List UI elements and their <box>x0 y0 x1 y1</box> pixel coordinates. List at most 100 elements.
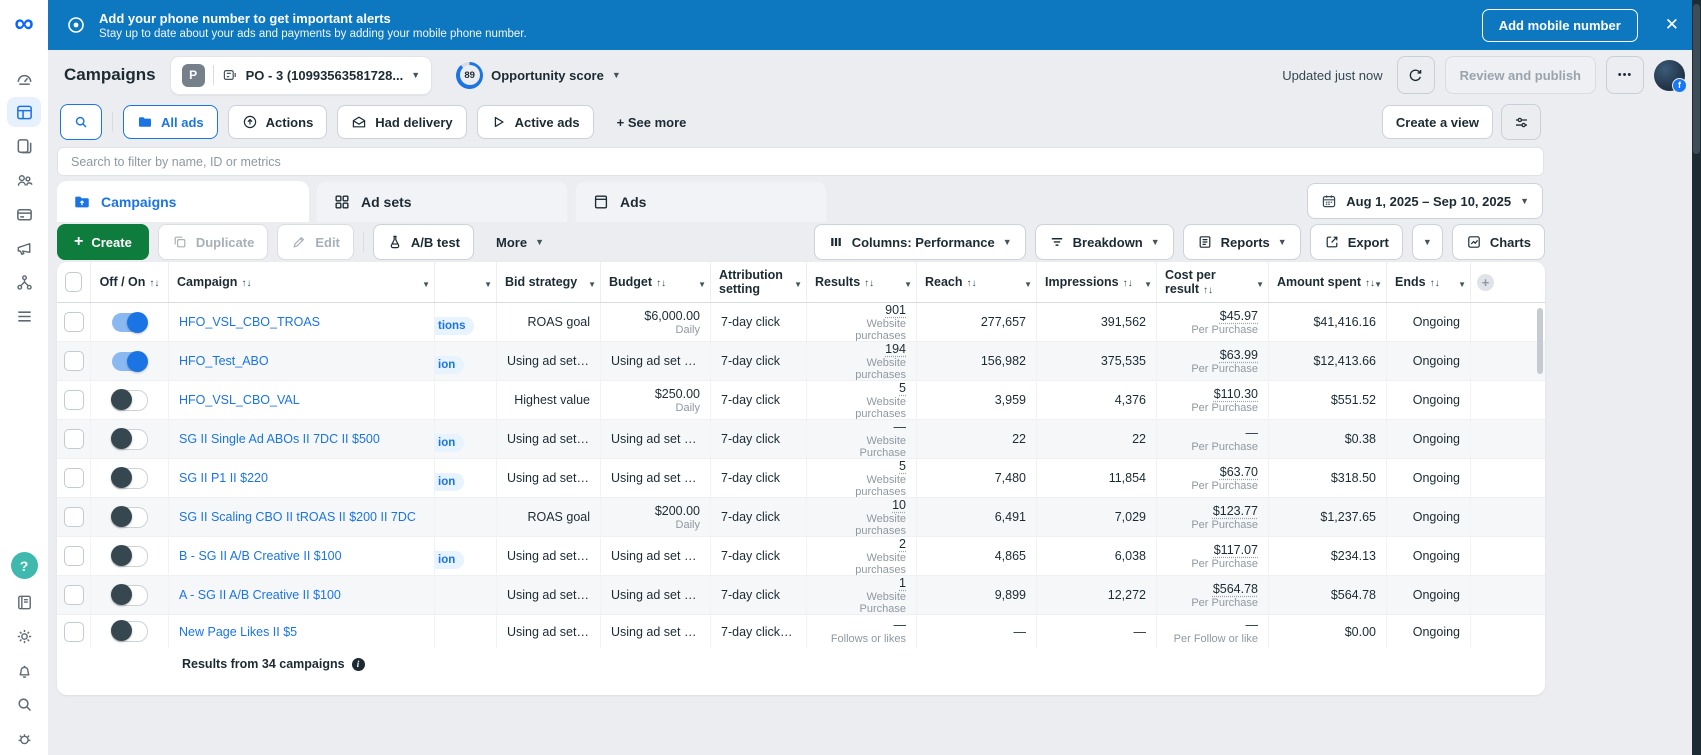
campaign-toggle[interactable] <box>111 390 148 411</box>
ad-account-selector[interactable]: P PO - 3 (10993563581728... ▼ <box>170 56 432 95</box>
column-header-impressions[interactable]: Impressions↑↓▼ <box>1037 262 1157 302</box>
settings-gear-icon[interactable] <box>7 621 41 651</box>
campaign-name-link[interactable]: A - SG II A/B Creative II $100 <box>179 588 341 602</box>
audiences-icon[interactable] <box>7 165 41 195</box>
column-menu-caret-icon[interactable]: ▼ <box>1458 280 1466 289</box>
diagnostics-bug-icon[interactable] <box>7 723 41 753</box>
campaign-toggle[interactable] <box>111 621 148 642</box>
sort-arrows-icon[interactable]: ↑↓ <box>1123 278 1133 289</box>
campaign-name-link[interactable]: SG II P1 II $220 <box>179 471 268 485</box>
campaign-toggle[interactable] <box>112 352 147 371</box>
sort-arrows-icon[interactable]: ↑↓ <box>1203 285 1213 296</box>
column-header-cost-per-result[interactable]: Cost per result↑↓▼ <box>1157 262 1269 302</box>
sort-arrows-icon[interactable]: ↑↓ <box>967 278 977 289</box>
sort-arrows-icon[interactable]: ↑↓ <box>241 278 251 289</box>
select-all-checkbox[interactable] <box>65 272 82 292</box>
row-checkbox[interactable] <box>64 429 84 449</box>
column-header-budget[interactable]: Budget↑↓▼ <box>601 262 711 302</box>
filter-actions[interactable]: Actions <box>228 105 328 139</box>
notifications-bell-icon[interactable] <box>7 655 41 685</box>
help-button[interactable]: ? <box>11 552 38 579</box>
info-icon[interactable]: i <box>352 658 365 671</box>
advertise-megaphone-icon[interactable] <box>7 233 41 263</box>
ab-test-button[interactable]: A/B test <box>373 224 474 260</box>
campaign-name-link[interactable]: HFO_VSL_CBO_VAL <box>179 393 300 407</box>
refresh-button[interactable] <box>1397 56 1435 94</box>
sort-arrows-icon[interactable]: ↑↓ <box>864 278 874 289</box>
export-options-button[interactable]: ▼ <box>1412 224 1443 260</box>
review-and-publish-button[interactable]: Review and publish <box>1445 56 1596 94</box>
workflow-icon[interactable] <box>7 267 41 297</box>
search-nav-icon[interactable] <box>7 689 41 719</box>
row-checkbox[interactable] <box>64 585 84 605</box>
add-column-icon[interactable]: + <box>1477 274 1494 291</box>
opportunity-score[interactable]: 89 Opportunity score ▼ <box>456 62 621 89</box>
recommendation-badge[interactable]: ion <box>435 434 464 452</box>
duplicate-button[interactable]: Duplicate <box>158 224 269 260</box>
sort-arrows-icon[interactable]: ↑↓ <box>149 278 159 289</box>
column-header-hidden[interactable]: ▼ <box>435 262 497 302</box>
recommendation-badge[interactable]: ion <box>435 473 464 491</box>
guide-book-icon[interactable] <box>7 587 41 617</box>
tab-ads[interactable]: Ads <box>575 181 827 222</box>
row-checkbox[interactable] <box>64 622 84 642</box>
more-button[interactable]: More▼ <box>483 224 557 260</box>
campaign-name-link[interactable]: SG II Single Ad ABOs II 7DC II $500 <box>179 432 380 446</box>
column-menu-caret-icon[interactable]: ▼ <box>1024 280 1032 289</box>
profile-avatar[interactable]: f <box>1654 60 1685 91</box>
overview-gauge-icon[interactable] <box>7 63 41 93</box>
reports-button[interactable]: Reports▼ <box>1183 224 1301 260</box>
campaigns-table-icon[interactable] <box>7 97 41 127</box>
campaign-toggle[interactable] <box>111 585 148 606</box>
row-checkbox[interactable] <box>64 351 84 371</box>
date-range-picker[interactable]: Aug 1, 2025 – Sep 10, 2025 ▼ <box>1307 183 1543 219</box>
tab-ad-sets[interactable]: Ad sets <box>316 181 568 222</box>
table-filter-input[interactable]: Search to filter by name, ID or metrics <box>57 147 1544 176</box>
filter-see-more[interactable]: + See more <box>604 105 700 139</box>
edit-button[interactable]: Edit <box>277 224 354 260</box>
column-menu-caret-icon[interactable]: ▼ <box>1256 280 1264 289</box>
charts-button[interactable]: Charts <box>1452 224 1545 260</box>
page-scrollbar-thumb[interactable] <box>1693 4 1700 154</box>
column-menu-caret-icon[interactable]: ▼ <box>904 280 912 289</box>
columns-button[interactable]: Columns: Performance▼ <box>814 224 1026 260</box>
meta-logo[interactable]: ∞ <box>14 10 33 37</box>
column-menu-caret-icon[interactable]: ▼ <box>588 280 596 289</box>
column-header-ends[interactable]: Ends↑↓▼ <box>1387 262 1471 302</box>
filter-active-ads[interactable]: Active ads <box>477 105 594 139</box>
column-menu-caret-icon[interactable]: ▼ <box>1144 280 1152 289</box>
billing-card-icon[interactable] <box>7 199 41 229</box>
column-menu-caret-icon[interactable]: ▼ <box>794 280 802 289</box>
campaign-name-link[interactable]: SG II Scaling CBO II tROAS II $200 II 7D… <box>179 510 416 524</box>
column-header-results[interactable]: Results↑↓▼ <box>807 262 917 302</box>
more-options-button[interactable]: ••• <box>1606 56 1644 94</box>
table-scrollbar-thumb[interactable] <box>1537 308 1543 374</box>
campaign-name-link[interactable]: B - SG II A/B Creative II $100 <box>179 549 342 563</box>
column-header-off-on[interactable]: Off / On↑↓ <box>91 262 169 302</box>
row-checkbox[interactable] <box>64 312 84 332</box>
view-settings-button[interactable] <box>1501 104 1541 140</box>
search-button[interactable] <box>60 104 102 140</box>
column-header-attribution-setting[interactable]: Attribution setting▼ <box>711 262 807 302</box>
row-checkbox[interactable] <box>64 390 84 410</box>
recommendation-badge[interactable]: ion <box>435 356 464 374</box>
sort-arrows-icon[interactable]: ↑↓ <box>656 278 666 289</box>
column-header-bid-strategy[interactable]: Bid strategy▼ <box>497 262 601 302</box>
campaign-toggle[interactable] <box>111 429 148 450</box>
campaign-name-link[interactable]: HFO_Test_ABO <box>179 354 269 368</box>
campaign-toggle[interactable] <box>112 313 147 332</box>
column-menu-caret-icon[interactable]: ▼ <box>422 280 430 289</box>
column-menu-caret-icon[interactable]: ▼ <box>698 280 706 289</box>
create-button[interactable]: +Create <box>57 224 149 260</box>
sort-arrows-icon[interactable]: ↑↓ <box>1430 278 1440 289</box>
ads-reporting-pages-icon[interactable] <box>7 131 41 161</box>
filter-all-ads[interactable]: All ads <box>123 105 218 139</box>
all-tools-menu-icon[interactable] <box>7 301 41 331</box>
recommendation-badge[interactable]: ion <box>435 551 464 569</box>
row-checkbox[interactable] <box>64 507 84 527</box>
campaign-name-link[interactable]: New Page Likes II $5 <box>179 625 297 639</box>
column-header-amount-spent[interactable]: Amount spent↑↓▼ <box>1269 262 1387 302</box>
filter-had-delivery[interactable]: Had delivery <box>337 105 466 139</box>
campaign-toggle[interactable] <box>111 507 148 528</box>
column-header-reach[interactable]: Reach↑↓▼ <box>917 262 1037 302</box>
